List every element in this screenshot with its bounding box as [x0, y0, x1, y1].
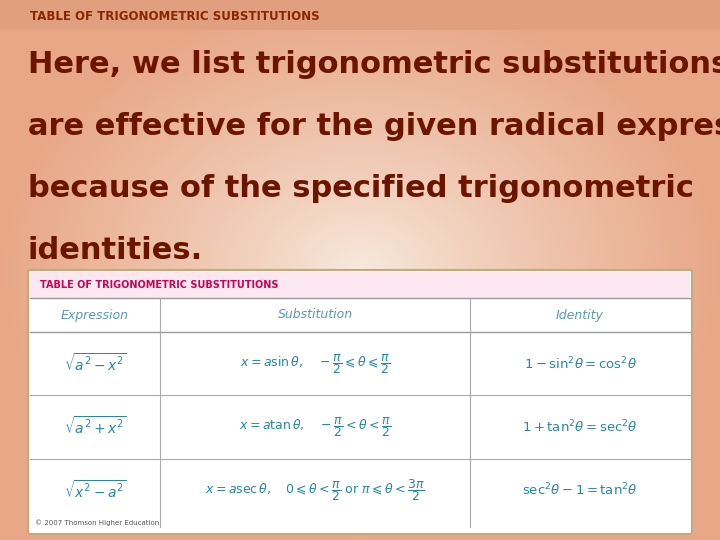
Bar: [30, 272, 690, 298]
FancyBboxPatch shape: [28, 270, 692, 534]
Text: $1 + \tan^2\!\theta = \sec^2\!\theta$: $1 + \tan^2\!\theta = \sec^2\!\theta$: [522, 418, 638, 435]
Text: are effective for the given radical expressions: are effective for the given radical expr…: [28, 112, 720, 141]
Text: $\sqrt{a^2+x^2}$: $\sqrt{a^2+x^2}$: [63, 416, 127, 437]
Text: $x = a\tan\theta, \quad -\dfrac{\pi}{2} < \theta < \dfrac{\pi}{2}$: $x = a\tan\theta, \quad -\dfrac{\pi}{2} …: [239, 415, 391, 439]
Text: $\sqrt{a^2-x^2}$: $\sqrt{a^2-x^2}$: [63, 353, 127, 374]
Text: © 2007 Thomson Higher Education: © 2007 Thomson Higher Education: [35, 519, 159, 526]
Text: Expression: Expression: [61, 308, 129, 321]
Text: $\sqrt{x^2-a^2}$: $\sqrt{x^2-a^2}$: [63, 480, 127, 501]
Text: TABLE OF TRIGONOMETRIC SUBSTITUTIONS: TABLE OF TRIGONOMETRIC SUBSTITUTIONS: [40, 280, 279, 290]
Text: identities.: identities.: [28, 236, 203, 265]
Text: $x = a\sin\theta, \quad -\dfrac{\pi}{2} \leqslant \theta \leqslant \dfrac{\pi}{2: $x = a\sin\theta, \quad -\dfrac{\pi}{2} …: [240, 352, 390, 376]
Text: $x = a\sec\theta, \quad 0 \leqslant \theta < \dfrac{\pi}{2} \text{ or } \pi \leq: $x = a\sec\theta, \quad 0 \leqslant \the…: [205, 477, 425, 503]
Text: $1 - \sin^2\!\theta = \cos^2\!\theta$: $1 - \sin^2\!\theta = \cos^2\!\theta$: [523, 355, 636, 372]
Text: because of the specified trigonometric: because of the specified trigonometric: [28, 174, 694, 203]
Text: TABLE OF TRIGONOMETRIC SUBSTITUTIONS: TABLE OF TRIGONOMETRIC SUBSTITUTIONS: [30, 10, 320, 23]
Bar: [0, 0, 720, 30]
Text: $\sec^2\!\theta - 1 = \tan^2\!\theta$: $\sec^2\!\theta - 1 = \tan^2\!\theta$: [522, 482, 638, 498]
Text: Identity: Identity: [556, 308, 604, 321]
Text: Here, we list trigonometric substitutions that: Here, we list trigonometric substitution…: [28, 50, 720, 79]
Text: Substitution: Substitution: [277, 308, 353, 321]
